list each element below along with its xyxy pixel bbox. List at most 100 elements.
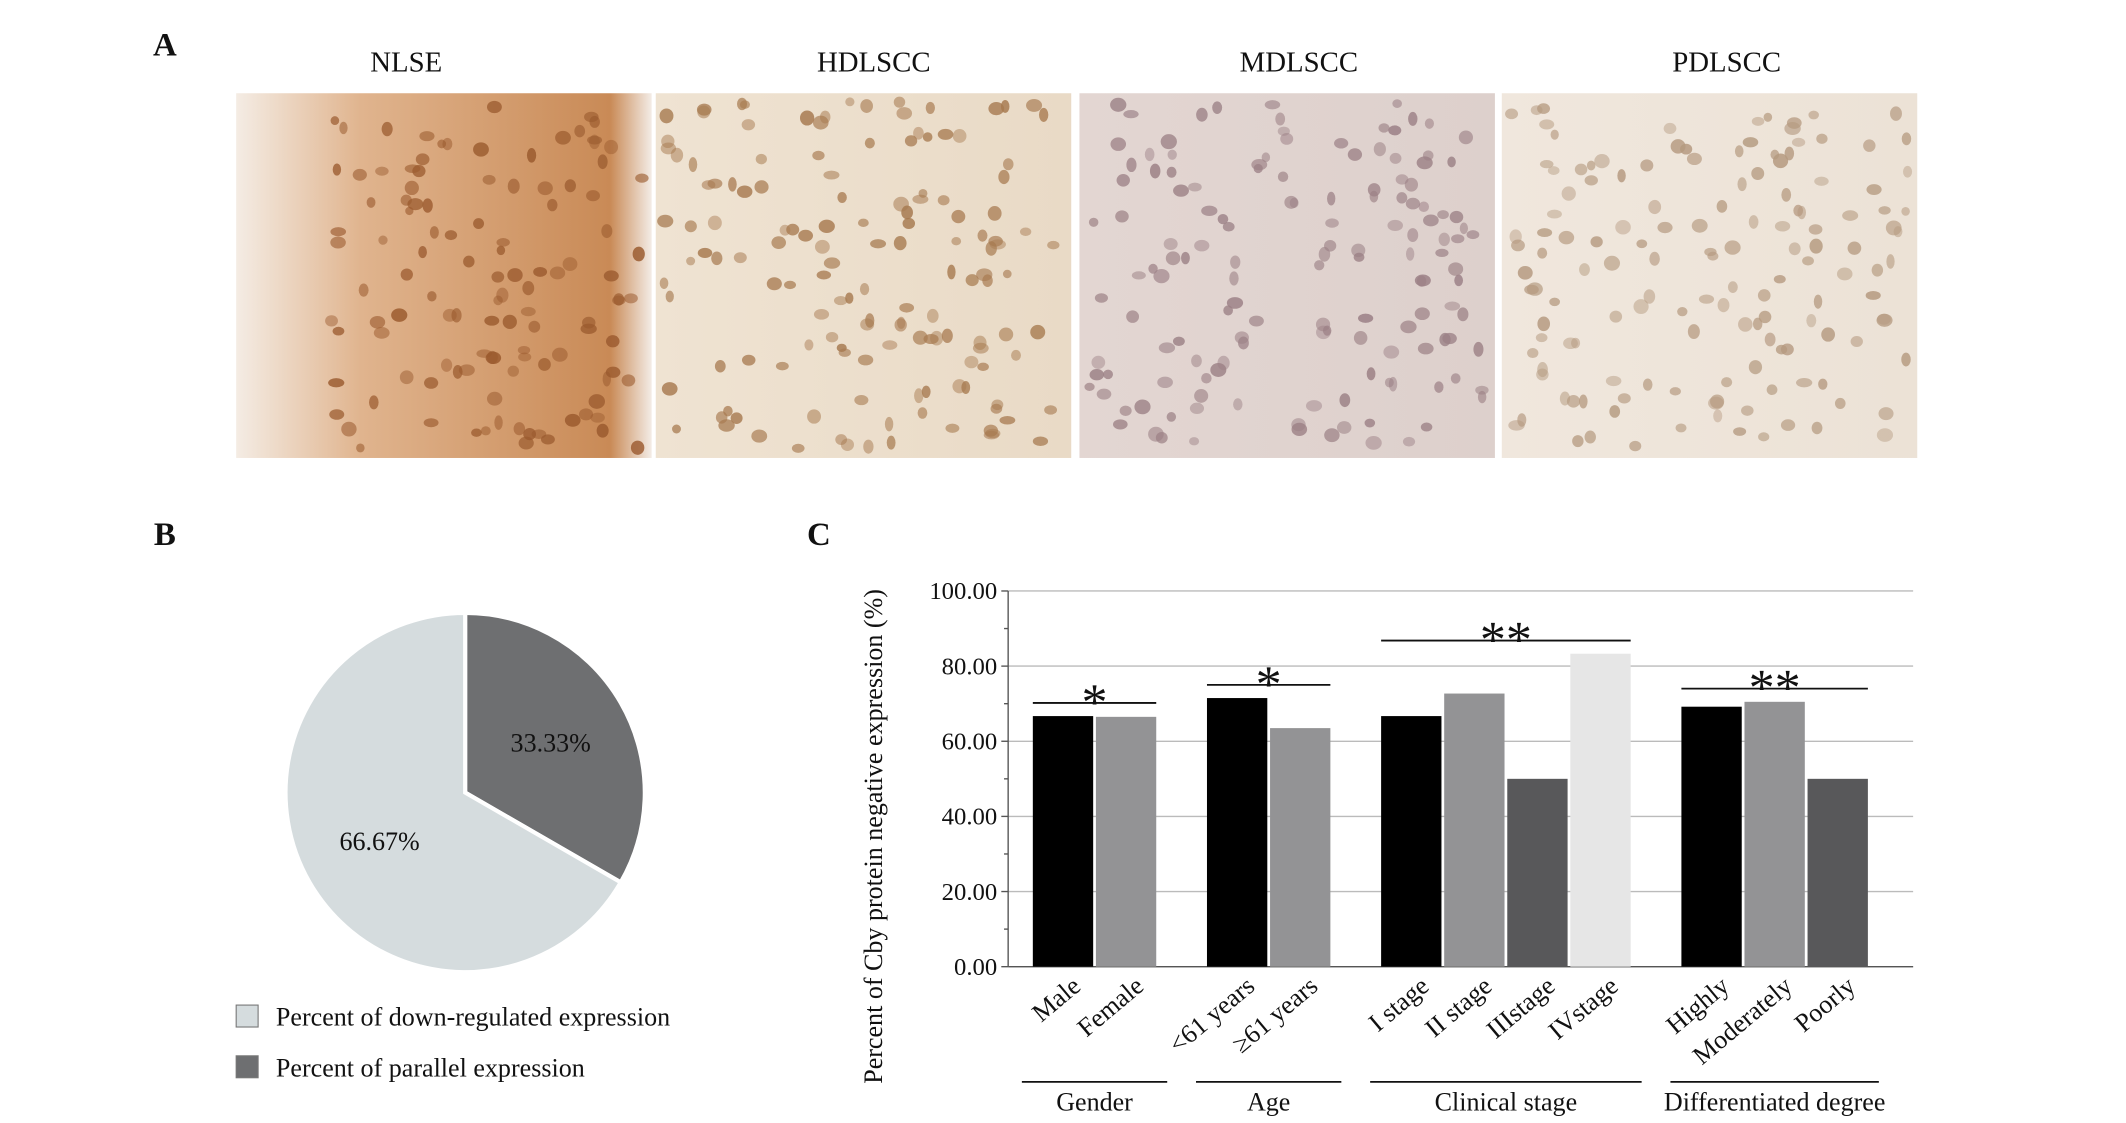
- nucleus: [1280, 133, 1294, 145]
- nucleus: [912, 330, 928, 345]
- nucleus: [1886, 254, 1895, 269]
- nucleus: [518, 436, 534, 450]
- nucleus: [1126, 310, 1140, 323]
- nucleus: [1727, 281, 1738, 294]
- nucleus: [1675, 423, 1687, 433]
- nucleus: [886, 435, 896, 450]
- nucleus: [1454, 274, 1464, 287]
- nucleus: [1160, 134, 1177, 150]
- significance-marker: *: [1256, 656, 1282, 713]
- nucleus: [552, 347, 568, 362]
- nucleus: [857, 218, 869, 228]
- nucleus: [1353, 330, 1368, 345]
- nucleus: [621, 374, 636, 387]
- nucleus: [564, 179, 576, 193]
- nucleus: [659, 108, 674, 124]
- nucleus: [755, 153, 767, 165]
- nucleus: [733, 252, 747, 264]
- nucleus: [1737, 177, 1747, 192]
- nucleus: [328, 378, 345, 388]
- nucleus: [985, 428, 1001, 439]
- nucleus: [799, 110, 815, 126]
- nucleus: [1752, 317, 1763, 331]
- nucleus: [437, 139, 447, 149]
- nucleus: [518, 352, 532, 362]
- nucleus: [1603, 255, 1621, 271]
- nucleus: [1741, 405, 1754, 416]
- bar: [1381, 716, 1442, 967]
- nucleus: [1217, 214, 1229, 225]
- nucleus: [1251, 158, 1268, 171]
- nucleus: [1579, 263, 1590, 277]
- nucleus: [825, 332, 839, 343]
- nucleus: [1173, 184, 1189, 197]
- y-tick-label: 80.00: [942, 653, 998, 680]
- nucleus: [1901, 132, 1912, 146]
- nucleus: [965, 274, 979, 287]
- nucleus: [1201, 205, 1218, 217]
- nucleus: [1194, 239, 1210, 252]
- pie-slice: [283, 610, 624, 975]
- nucleus: [998, 169, 1010, 185]
- nucleus: [1416, 156, 1433, 170]
- nucleus: [1808, 110, 1819, 120]
- nucleus: [1091, 355, 1106, 369]
- nucleus: [405, 206, 414, 216]
- nucleus: [332, 326, 345, 336]
- nucleus: [494, 415, 503, 430]
- nucleus: [1549, 297, 1561, 307]
- nucleus: [332, 163, 342, 176]
- nucleus: [1742, 137, 1759, 148]
- nucleus: [1336, 421, 1352, 434]
- nucleus: [977, 229, 988, 242]
- nucleus: [1163, 238, 1178, 251]
- nucleus: [937, 128, 954, 140]
- nucleus: [1000, 100, 1010, 113]
- nucleus: [896, 107, 913, 120]
- nucleus: [1392, 99, 1402, 108]
- nucleus: [1194, 389, 1209, 403]
- nucleus: [1748, 360, 1763, 375]
- nucleus: [902, 217, 916, 230]
- nucleus: [564, 413, 581, 427]
- nucleus: [1196, 107, 1208, 122]
- nucleus: [728, 177, 737, 192]
- nucleus: [547, 198, 558, 212]
- nucleus: [707, 178, 723, 189]
- nucleus: [442, 308, 457, 322]
- nucleus: [1508, 420, 1525, 431]
- nucleus: [1539, 119, 1555, 130]
- nucleus: [1347, 148, 1363, 161]
- image-nlse: [236, 93, 652, 458]
- nucleus: [857, 354, 874, 366]
- nucleus: [1609, 310, 1623, 323]
- nucleus: [330, 116, 340, 126]
- nucleus: [1119, 405, 1132, 416]
- nucleus: [985, 241, 997, 256]
- nucleus: [791, 443, 805, 453]
- nucleus: [1387, 219, 1403, 232]
- nucleus: [1558, 230, 1575, 245]
- nucleus: [1796, 377, 1813, 388]
- nucleus: [612, 295, 626, 306]
- nucleus: [1527, 347, 1539, 359]
- nucleus: [549, 266, 566, 280]
- bar: [1206, 698, 1268, 967]
- nucleus: [1149, 163, 1161, 179]
- nucleus: [784, 280, 797, 290]
- nucleus: [1408, 111, 1418, 126]
- nucleus: [427, 291, 437, 302]
- nucleus: [1813, 294, 1823, 309]
- nucleus: [1866, 184, 1882, 196]
- nucleus: [330, 227, 347, 237]
- nucleus: [937, 195, 950, 206]
- nucleus: [893, 96, 906, 108]
- nucleus: [584, 111, 599, 123]
- nucleus: [961, 380, 971, 395]
- x-tick-label: Female: [1072, 971, 1149, 1042]
- nucleus: [325, 315, 338, 327]
- nucleus: [502, 314, 517, 330]
- y-axis-label: Percent of Cby protein negative expressi…: [859, 589, 888, 1084]
- nucleus: [730, 412, 743, 424]
- nucleus: [404, 180, 419, 196]
